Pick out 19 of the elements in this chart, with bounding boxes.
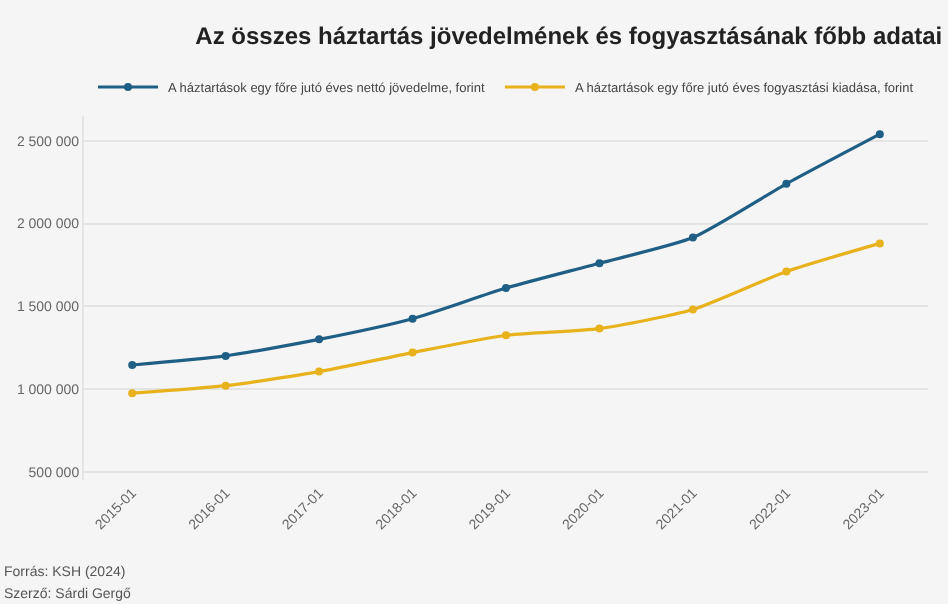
point <box>502 331 510 340</box>
point <box>315 335 324 344</box>
point <box>782 267 791 276</box>
point <box>408 348 417 357</box>
point <box>502 284 510 293</box>
point <box>782 179 791 188</box>
point <box>688 233 697 242</box>
point <box>315 367 324 376</box>
point <box>688 305 697 314</box>
chart-title: Az összes háztartás jövedelmének és fogyasztásának főbb adatai <box>195 21 943 50</box>
point <box>875 130 884 139</box>
point <box>128 361 137 369</box>
point <box>595 324 604 333</box>
point <box>221 381 230 390</box>
point <box>221 351 230 360</box>
point <box>875 239 884 248</box>
point <box>128 389 137 398</box>
point <box>408 314 417 323</box>
point <box>595 259 604 268</box>
